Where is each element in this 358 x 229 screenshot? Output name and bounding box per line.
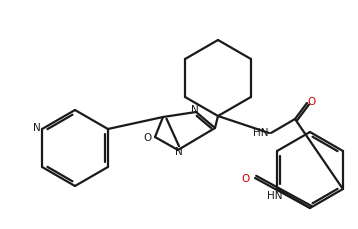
Text: O: O — [241, 174, 249, 184]
Text: O: O — [308, 97, 316, 107]
Text: O: O — [144, 133, 152, 143]
Text: HN: HN — [267, 191, 283, 201]
Text: N: N — [33, 123, 41, 133]
Text: N: N — [191, 105, 199, 115]
Text: HN: HN — [253, 128, 269, 138]
Text: N: N — [175, 147, 183, 157]
